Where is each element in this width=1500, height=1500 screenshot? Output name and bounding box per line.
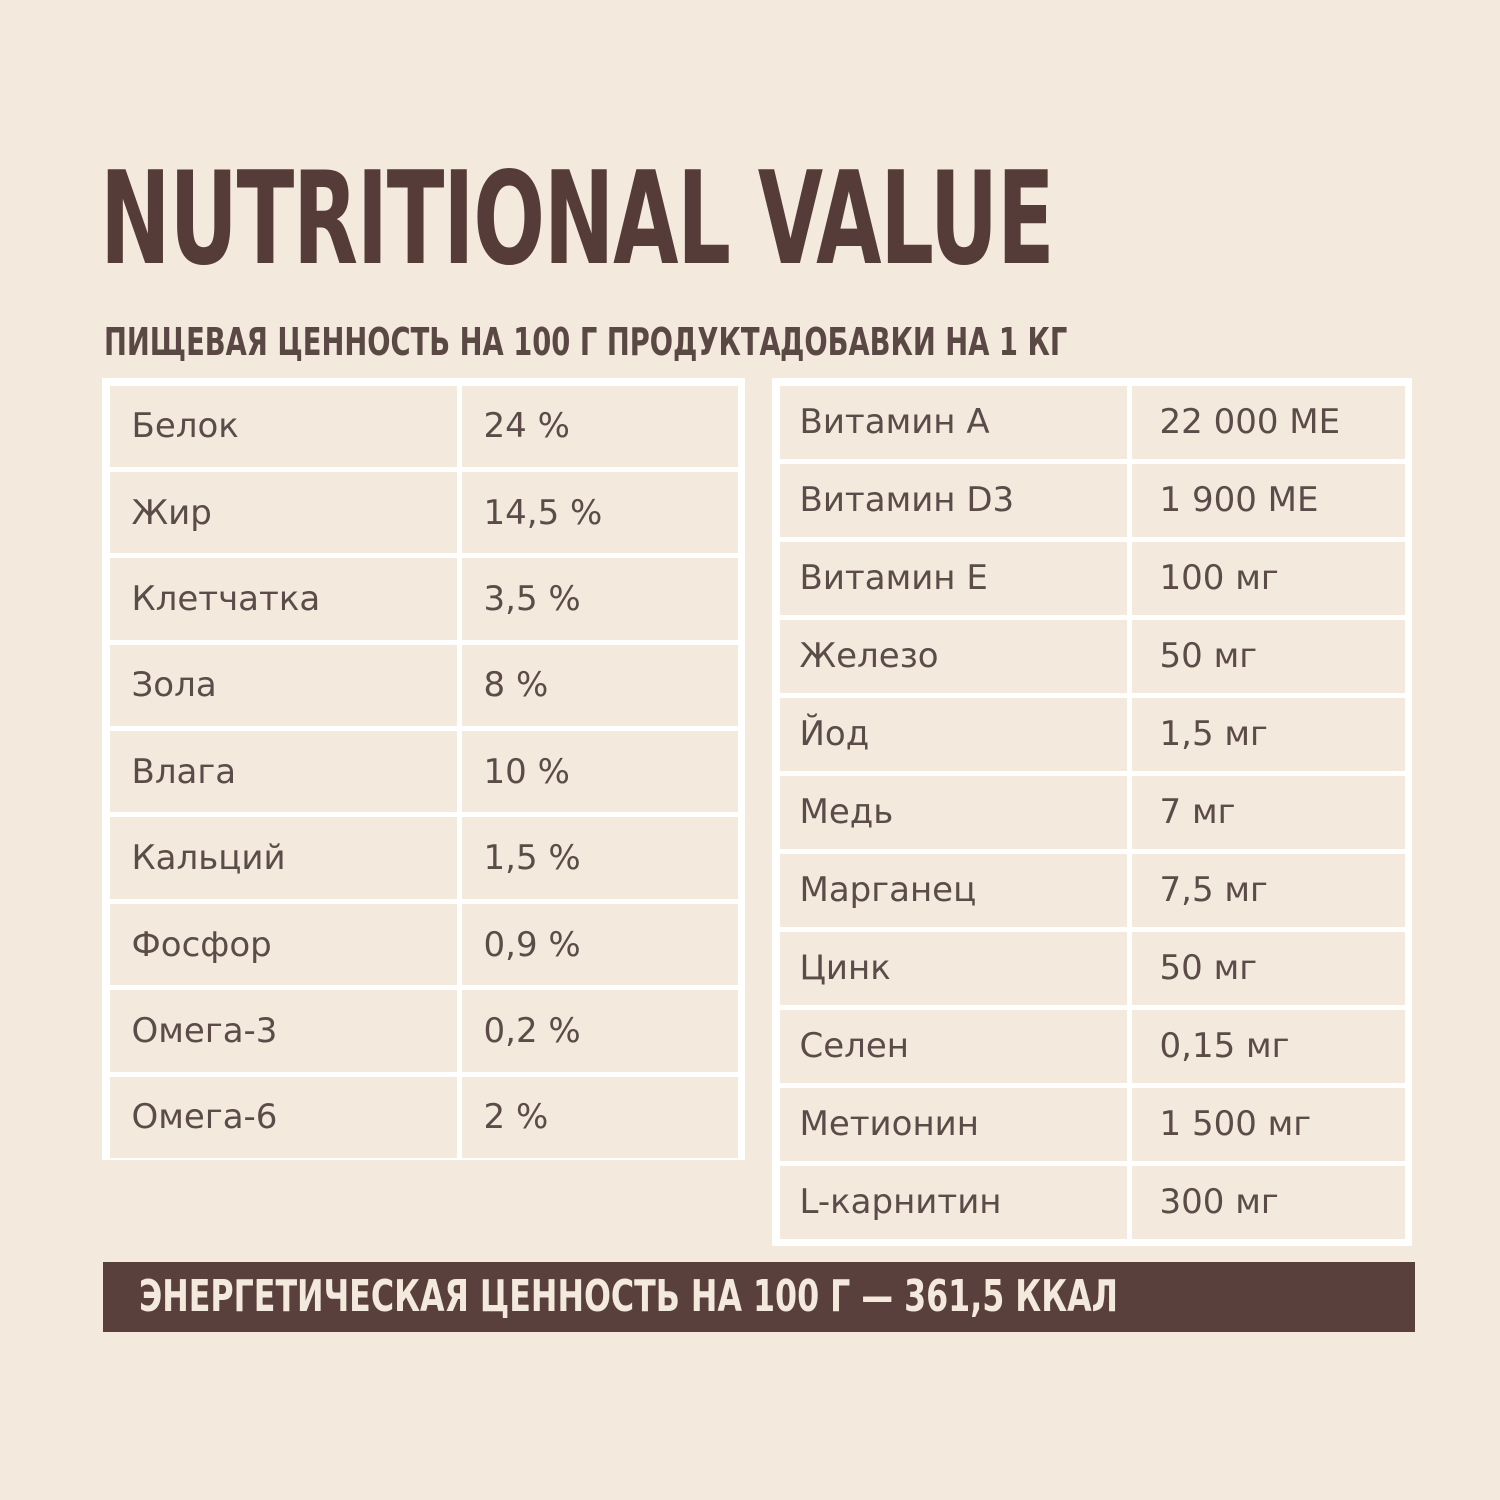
table-row: Клетчатка 3,5 %: [107, 556, 740, 642]
additive-value: 100 мг: [1131, 541, 1405, 615]
table-row: Марганец 7,5 мг: [777, 851, 1407, 929]
additive-name: Цинк: [779, 931, 1127, 1005]
additive-value: 50 мг: [1131, 619, 1405, 693]
table-row: Зола 8 %: [107, 642, 740, 728]
nutrient-name: Жир: [109, 471, 457, 554]
table-row: Железо 50 мг: [777, 617, 1407, 695]
nutrient-name: Омега-3: [109, 990, 457, 1072]
table-row: Жир 14,5 %: [107, 469, 740, 555]
nutrition-table: Белок 24 % Жир 14,5 % Клетчатка 3,5 % Зо…: [102, 378, 745, 1160]
nutrient-name: Влага: [109, 731, 457, 813]
additive-value: 7,5 мг: [1131, 853, 1405, 927]
nutrient-name: Кальций: [109, 817, 457, 899]
nutrient-name: Зола: [109, 644, 457, 727]
table-row: Цинк 50 мг: [777, 929, 1407, 1007]
additive-value: 50 мг: [1131, 931, 1405, 1005]
table-row: L-карнитин 300 мг: [777, 1163, 1407, 1241]
additive-name: Витамин E: [779, 541, 1127, 615]
nutrient-value: 1,5 %: [461, 817, 738, 899]
additive-name: Железо: [779, 619, 1127, 693]
additives-table: Витамин A 22 000 МЕ Витамин D3 1 900 МЕ …: [772, 378, 1412, 1246]
nutrient-value: 24 %: [461, 385, 738, 467]
table-row: Витамин E 100 мг: [777, 539, 1407, 617]
nutrient-value: 10 %: [461, 731, 738, 813]
table-row: Влага 10 %: [107, 729, 740, 815]
nutrient-value: 3,5 %: [461, 558, 738, 640]
nutrient-value: 0,9 %: [461, 903, 738, 986]
additive-name: Метионин: [779, 1087, 1127, 1161]
additive-name: Йод: [779, 697, 1127, 771]
additive-value: 1 500 мг: [1131, 1087, 1405, 1161]
additive-name: Селен: [779, 1009, 1127, 1083]
additive-name: Марганец: [779, 853, 1127, 927]
additive-value: 1,5 мг: [1131, 697, 1405, 771]
additive-value: 22 000 МЕ: [1131, 385, 1405, 459]
nutrient-name: Белок: [109, 385, 457, 467]
table-row: Омега-3 0,2 %: [107, 988, 740, 1074]
table-row: Омега-6 2 %: [107, 1074, 740, 1160]
additives-per-kg-heading: ДОБАВКИ НА 1 КГ: [780, 320, 1068, 364]
nutrient-value: 14,5 %: [461, 471, 738, 554]
table-row: Медь 7 мг: [777, 773, 1407, 851]
table-row: Йод 1,5 мг: [777, 695, 1407, 773]
table-row: Белок 24 %: [107, 383, 740, 469]
table-row: Витамин D3 1 900 МЕ: [777, 461, 1407, 539]
additive-value: 300 мг: [1131, 1165, 1405, 1239]
table-row: Фосфор 0,9 %: [107, 901, 740, 987]
nutrient-value: 8 %: [461, 644, 738, 727]
nutrition-per-100g-heading: ПИЩЕВАЯ ЦЕННОСТЬ НА 100 Г ПРОДУКТА: [104, 320, 781, 364]
additive-value: 1 900 МЕ: [1131, 463, 1405, 537]
energy-value-banner: ЭНЕРГЕТИЧЕСКАЯ ЦЕННОСТЬ НА 100 Г — 361,5…: [103, 1262, 1415, 1332]
additive-name: Медь: [779, 775, 1127, 849]
table-row: Метионин 1 500 мг: [777, 1085, 1407, 1163]
table-row: Селен 0,15 мг: [777, 1007, 1407, 1085]
table-row: Витамин A 22 000 МЕ: [777, 383, 1407, 461]
nutrient-name: Омега-6: [109, 1076, 457, 1159]
additive-name: L-карнитин: [779, 1165, 1127, 1239]
energy-value-text: ЭНЕРГЕТИЧЕСКАЯ ЦЕННОСТЬ НА 100 Г — 361,5…: [139, 1271, 1118, 1322]
additive-value: 7 мг: [1131, 775, 1405, 849]
additive-name: Витамин A: [779, 385, 1127, 459]
table-row: Кальций 1,5 %: [107, 815, 740, 901]
nutrient-value: 0,2 %: [461, 990, 738, 1072]
additive-name: Витамин D3: [779, 463, 1127, 537]
additive-value: 0,15 мг: [1131, 1009, 1405, 1083]
nutrient-name: Фосфор: [109, 903, 457, 986]
nutrient-value: 2 %: [461, 1076, 738, 1159]
page-title: NUTRITIONAL VALUE: [100, 145, 1055, 294]
nutrient-name: Клетчатка: [109, 558, 457, 640]
